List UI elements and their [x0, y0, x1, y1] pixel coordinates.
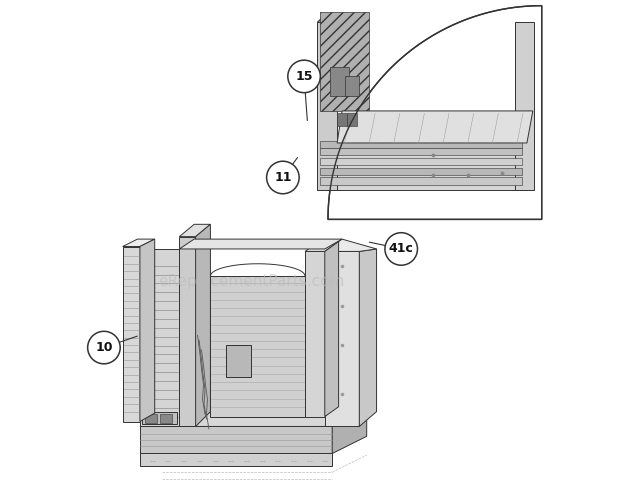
- Polygon shape: [337, 111, 533, 143]
- Text: 11: 11: [274, 171, 291, 184]
- Polygon shape: [360, 249, 376, 426]
- Bar: [295, 10, 542, 219]
- Text: 10: 10: [95, 341, 113, 354]
- Polygon shape: [317, 22, 337, 190]
- Bar: [347, 113, 357, 126]
- Bar: [159, 414, 172, 423]
- Polygon shape: [305, 242, 339, 251]
- Text: 15: 15: [295, 70, 313, 83]
- Polygon shape: [140, 409, 366, 426]
- Bar: [320, 158, 522, 165]
- Bar: [345, 76, 360, 96]
- Circle shape: [288, 60, 321, 93]
- Bar: [320, 141, 522, 148]
- Polygon shape: [179, 224, 210, 237]
- Polygon shape: [196, 224, 210, 426]
- Polygon shape: [226, 345, 251, 377]
- Polygon shape: [123, 246, 140, 422]
- Bar: [330, 67, 350, 96]
- Polygon shape: [332, 409, 366, 454]
- Polygon shape: [140, 426, 332, 454]
- Polygon shape: [179, 256, 196, 409]
- Bar: [320, 177, 522, 185]
- Polygon shape: [123, 239, 155, 246]
- Bar: [337, 113, 347, 126]
- Polygon shape: [305, 251, 325, 417]
- Polygon shape: [317, 17, 342, 22]
- Bar: [320, 168, 522, 175]
- Polygon shape: [515, 22, 534, 190]
- Polygon shape: [140, 453, 332, 466]
- Polygon shape: [320, 12, 369, 111]
- Bar: [145, 414, 157, 423]
- Text: 41c: 41c: [389, 243, 414, 255]
- Circle shape: [267, 161, 299, 194]
- Polygon shape: [325, 242, 339, 417]
- Circle shape: [87, 331, 120, 364]
- Polygon shape: [320, 143, 527, 190]
- Bar: [320, 148, 522, 155]
- Circle shape: [385, 233, 417, 265]
- Polygon shape: [328, 5, 542, 219]
- Polygon shape: [140, 249, 179, 426]
- Polygon shape: [143, 412, 177, 424]
- Polygon shape: [325, 239, 376, 251]
- Text: eReplacementParts.com: eReplacementParts.com: [157, 274, 344, 288]
- Polygon shape: [210, 276, 305, 417]
- Polygon shape: [179, 237, 196, 426]
- Polygon shape: [325, 251, 360, 426]
- Polygon shape: [140, 239, 155, 422]
- Polygon shape: [179, 239, 342, 249]
